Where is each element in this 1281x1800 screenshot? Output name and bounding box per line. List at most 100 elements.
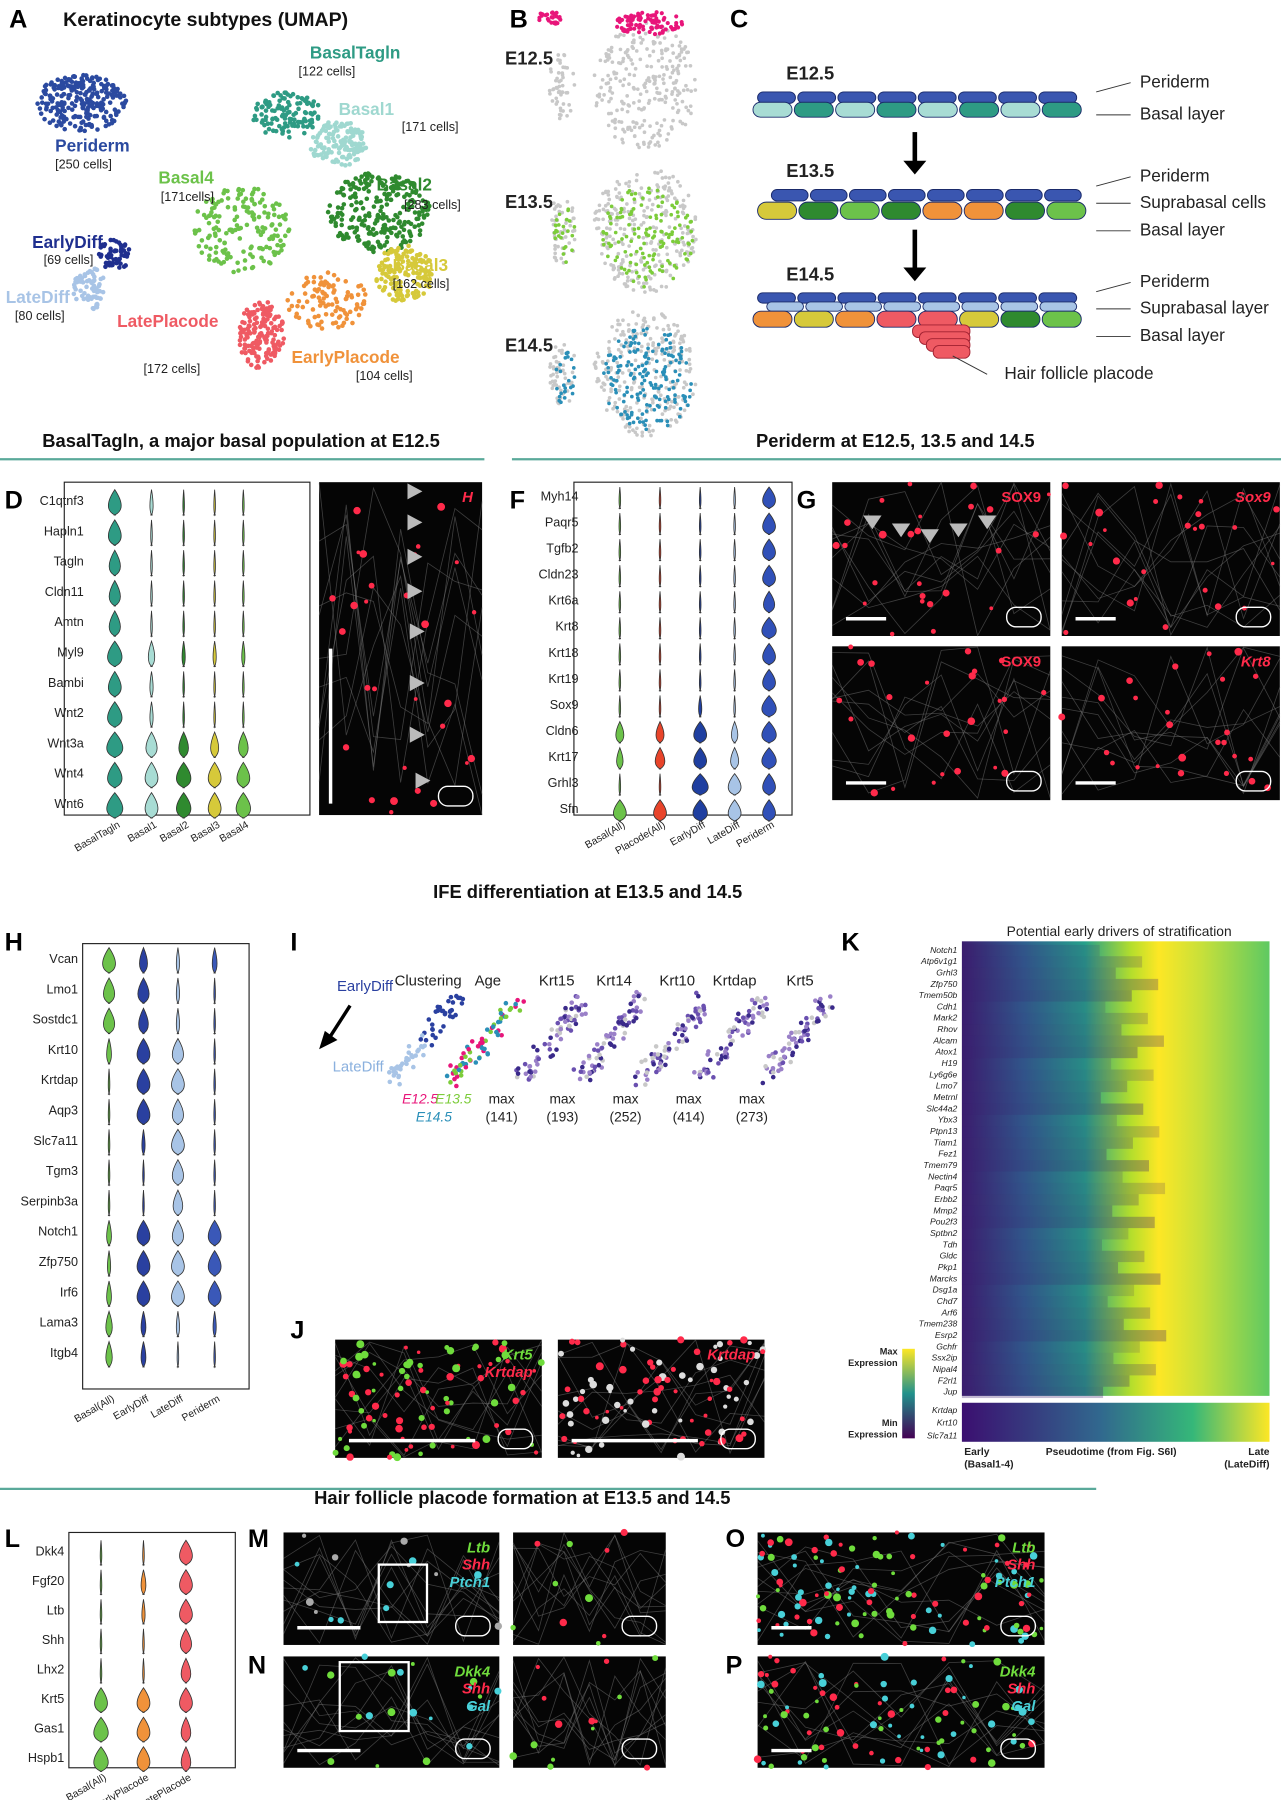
cell-dot: [103, 260, 109, 266]
cell-dot: [663, 94, 668, 99]
cell-dot: [279, 327, 284, 333]
cell-dot: [377, 177, 382, 182]
violin: [175, 947, 180, 974]
signal: [421, 620, 429, 629]
cell-dot: [674, 358, 678, 363]
cell-dot: [308, 323, 313, 329]
cell-dot: [601, 191, 605, 196]
cell-dot: [94, 90, 100, 96]
signal: [654, 1376, 662, 1384]
heatmap-title: Potential early drivers of stratificatio…: [1007, 924, 1232, 939]
cell-dot: [527, 1064, 532, 1069]
signal: [566, 1540, 573, 1548]
signal: [1088, 541, 1093, 547]
cell-dot: [593, 360, 598, 365]
cell-dot: [403, 270, 408, 275]
cell-dot: [421, 291, 426, 296]
cell-dot: [517, 1008, 523, 1013]
cell-dot: [614, 71, 619, 76]
max-label: max: [676, 1091, 702, 1106]
cell-dot: [566, 229, 570, 233]
panel-label: B: [510, 5, 528, 33]
gene-name: Shh: [42, 1633, 64, 1647]
cell-dot: [596, 217, 601, 222]
panel-title: Keratinocyte subtypes (UMAP): [63, 9, 348, 31]
signal: [968, 503, 974, 510]
cell-dot: [594, 103, 599, 108]
cell-dot: [458, 1073, 464, 1078]
signal: [858, 1633, 864, 1639]
cell-dot: [655, 188, 660, 193]
cell-dot: [631, 381, 636, 385]
gene-name: Serpinb3a: [21, 1194, 79, 1208]
violin: [658, 486, 662, 510]
cell-dot: [639, 223, 644, 227]
signal: [595, 1415, 599, 1420]
signal: [704, 1429, 712, 1436]
cell-dot: [72, 103, 78, 109]
signal: [759, 1550, 766, 1557]
violin: [763, 590, 776, 613]
cell-dot: [71, 74, 77, 79]
cell-dot: [661, 314, 666, 318]
cell-dot: [371, 232, 377, 238]
violin: [93, 1716, 109, 1743]
cell-dot: [663, 100, 668, 105]
heatmap-row: [961, 1046, 1138, 1059]
cell-dot: [274, 327, 280, 333]
violin: [618, 565, 622, 588]
cell-dot: [199, 250, 205, 255]
tissue-texture: [1061, 490, 1281, 620]
cell-dot: [621, 416, 625, 421]
cell-dot: [397, 1081, 402, 1087]
cell-dot: [647, 191, 652, 195]
tissue-texture: [512, 1657, 667, 1768]
signal: [474, 1571, 482, 1579]
signal: [404, 1448, 409, 1452]
cell-dot: [629, 192, 634, 197]
cell-dot: [654, 289, 659, 293]
signal: [713, 1377, 721, 1386]
violin: [658, 591, 662, 614]
cell-dot: [415, 216, 421, 222]
signal: [352, 1370, 361, 1379]
cell-dot: [82, 128, 88, 134]
max-label: max: [613, 1091, 639, 1106]
cell-dot: [310, 307, 316, 312]
tissue-texture: [832, 652, 1051, 793]
cell-dot: [345, 179, 350, 185]
scale-oval: [621, 1615, 658, 1637]
cell-dot: [683, 395, 688, 399]
cell-dot: [268, 320, 274, 326]
cell-dot: [677, 414, 682, 419]
cell-dot: [691, 392, 695, 397]
cell-dot: [341, 320, 347, 326]
violin: [107, 670, 122, 698]
cell-dot: [827, 994, 833, 999]
signal: [818, 1744, 825, 1751]
panel-label: I: [290, 928, 297, 956]
cell-dot: [613, 400, 618, 405]
cell-dot: [390, 188, 396, 194]
stain-label: Krt5: [503, 1347, 534, 1364]
cell-dot: [548, 362, 553, 366]
cell-dot: [605, 245, 609, 249]
cell-dot: [545, 12, 550, 17]
cell-dot: [656, 204, 661, 209]
panel-label: H: [5, 928, 23, 956]
signal: [1224, 729, 1230, 736]
cell-dot: [452, 1068, 457, 1073]
tissue-texture: [831, 555, 1051, 631]
signal: [452, 1364, 461, 1373]
cell-dot: [615, 409, 620, 414]
cell-dot: [634, 178, 639, 183]
tissue-texture: [513, 1656, 667, 1766]
cell-dot: [641, 220, 646, 225]
violin: [171, 1037, 184, 1065]
signal: [764, 1672, 769, 1678]
signal: [1011, 1568, 1018, 1575]
signal: [880, 1680, 887, 1688]
violin: [658, 513, 662, 536]
signal: [771, 1568, 779, 1577]
periderm-cell: [998, 91, 1037, 104]
